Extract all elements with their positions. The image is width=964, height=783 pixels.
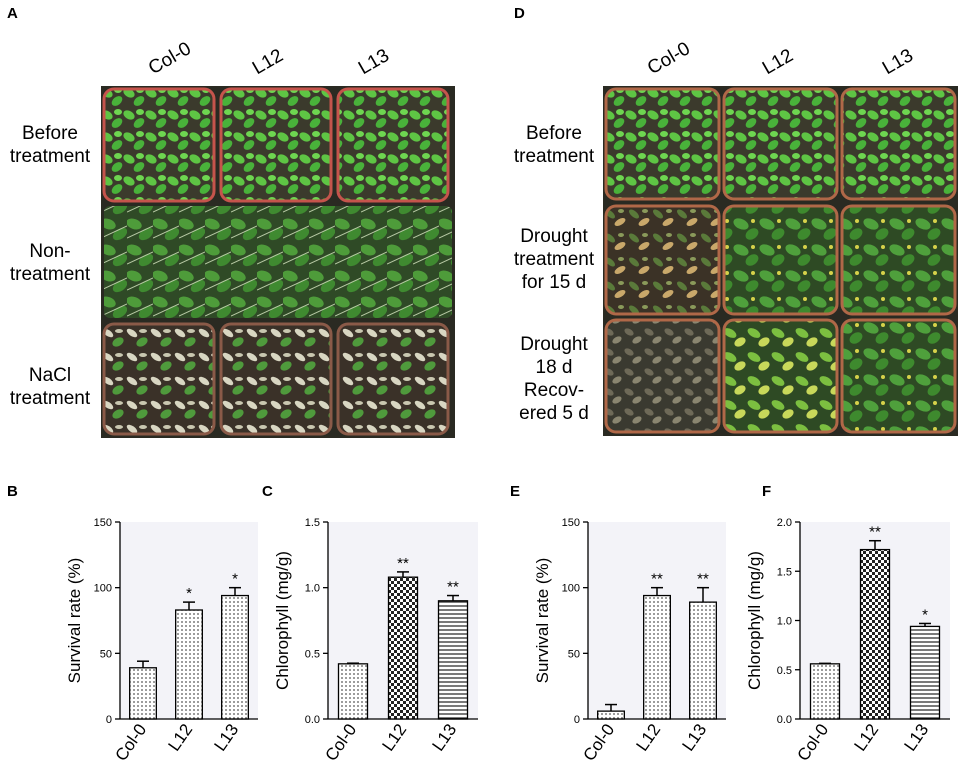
significance-marker: ** bbox=[869, 524, 881, 541]
row-label-nacl-treatment: NaCl treatment bbox=[9, 365, 91, 409]
bar-l12 bbox=[859, 548, 891, 720]
panel-letter-c: C bbox=[262, 483, 273, 500]
panel-letter-a: A bbox=[7, 5, 18, 22]
significance-marker: * bbox=[922, 606, 928, 623]
y-tick-label: 0 bbox=[106, 714, 112, 726]
y-tick-label: 0.0 bbox=[305, 714, 320, 726]
photo-panel-d bbox=[603, 86, 958, 436]
x-tick-label: L12 bbox=[632, 720, 664, 754]
significance-marker: ** bbox=[447, 579, 459, 596]
bar-l13 bbox=[689, 601, 717, 720]
y-axis-label: Chlorophyll (mg/g) bbox=[273, 551, 292, 690]
y-tick-label: 1.0 bbox=[305, 583, 320, 595]
row-label-drought-recovered: Drought 18 d Recov- ered 5 d bbox=[519, 334, 589, 424]
bar-col-0 bbox=[597, 710, 625, 720]
y-axis-label: Survival rate (%) bbox=[65, 558, 84, 684]
y-tick-label: 1.5 bbox=[777, 566, 792, 578]
x-tick-label: L12 bbox=[164, 720, 196, 754]
bar-col-0 bbox=[337, 663, 369, 720]
y-tick-label: 150 bbox=[94, 517, 112, 529]
row-label-before-treatment-d: Before treatment bbox=[513, 123, 595, 167]
y-tick-label: 1.0 bbox=[777, 616, 792, 628]
bar-l12 bbox=[643, 594, 671, 720]
bar-col-0 bbox=[809, 663, 841, 720]
photo-a-plants bbox=[102, 87, 452, 436]
column-label-col0-d: Col-0 bbox=[644, 38, 694, 80]
row-label-non-treatment: Non- treatment bbox=[9, 241, 91, 285]
panel-letter-b: B bbox=[7, 483, 18, 500]
bar-chart-b: 0 50 100 150 Survival rate (%) Col-0 * L12 * L13 bbox=[65, 517, 258, 765]
bar-chart-e: 0 50 100 150 Survival rate (%) Col-0 ** L12 ** L1… bbox=[533, 517, 726, 765]
x-tick-label: Col-0 bbox=[111, 720, 150, 764]
y-tick-label: 150 bbox=[562, 517, 580, 529]
y-tick-label: 0 bbox=[574, 714, 580, 726]
y-tick-label: 100 bbox=[562, 583, 580, 595]
significance-marker: * bbox=[186, 585, 192, 602]
y-tick-label: 1.5 bbox=[305, 517, 320, 529]
y-tick-label: 50 bbox=[100, 648, 112, 660]
x-tick-label: L12 bbox=[378, 720, 410, 754]
row-label-drought-15d: Drought treatment for 15 d bbox=[513, 226, 595, 293]
bar-l13 bbox=[909, 625, 941, 720]
row-label-before-treatment: Before treatment bbox=[9, 123, 91, 167]
photo-d-plants bbox=[604, 87, 957, 434]
x-tick-label: L12 bbox=[850, 720, 882, 754]
x-tick-label: Col-0 bbox=[579, 720, 618, 764]
significance-marker: ** bbox=[697, 571, 709, 588]
y-tick-label: 0.5 bbox=[305, 648, 320, 660]
photo-panel-a bbox=[101, 86, 455, 438]
column-label-l12: L12 bbox=[249, 45, 287, 80]
bar-chart-c: 0.0 0.5 1.0 1.5 Chlorophyll (mg/g) Col-0 ** L12… bbox=[273, 517, 478, 765]
panel-letter-e: E bbox=[510, 483, 521, 500]
column-label-l13: L13 bbox=[355, 45, 393, 80]
panel-letter-f: F bbox=[762, 483, 772, 500]
significance-marker: ** bbox=[651, 571, 663, 588]
column-label-col0: Col-0 bbox=[145, 38, 195, 80]
column-label-l12-d: L12 bbox=[759, 45, 797, 80]
x-tick-label: L13 bbox=[678, 720, 710, 754]
x-tick-label: L13 bbox=[900, 720, 932, 754]
y-axis-label: Survival rate (%) bbox=[533, 558, 552, 684]
x-tick-label: Col-0 bbox=[321, 720, 360, 764]
y-tick-label: 2.0 bbox=[777, 517, 792, 529]
y-tick-label: 50 bbox=[568, 648, 580, 660]
x-tick-label: L13 bbox=[428, 720, 460, 754]
bar-col-0 bbox=[129, 667, 157, 720]
bar-l13 bbox=[437, 600, 469, 720]
panel-letter-d: D bbox=[514, 5, 525, 22]
bar-l13 bbox=[221, 594, 249, 720]
y-tick-label: 0.0 bbox=[777, 714, 792, 726]
significance-marker: * bbox=[232, 571, 238, 588]
y-tick-label: 0.5 bbox=[777, 665, 792, 677]
column-label-l13-d: L13 bbox=[879, 45, 917, 80]
x-tick-label: Col-0 bbox=[793, 720, 832, 764]
significance-marker: ** bbox=[397, 555, 409, 572]
bar-l12 bbox=[387, 576, 419, 720]
y-axis-label: Chlorophyll (mg/g) bbox=[745, 551, 764, 690]
y-tick-label: 100 bbox=[94, 583, 112, 595]
x-tick-label: L13 bbox=[210, 720, 242, 754]
bar-l12 bbox=[175, 609, 203, 720]
